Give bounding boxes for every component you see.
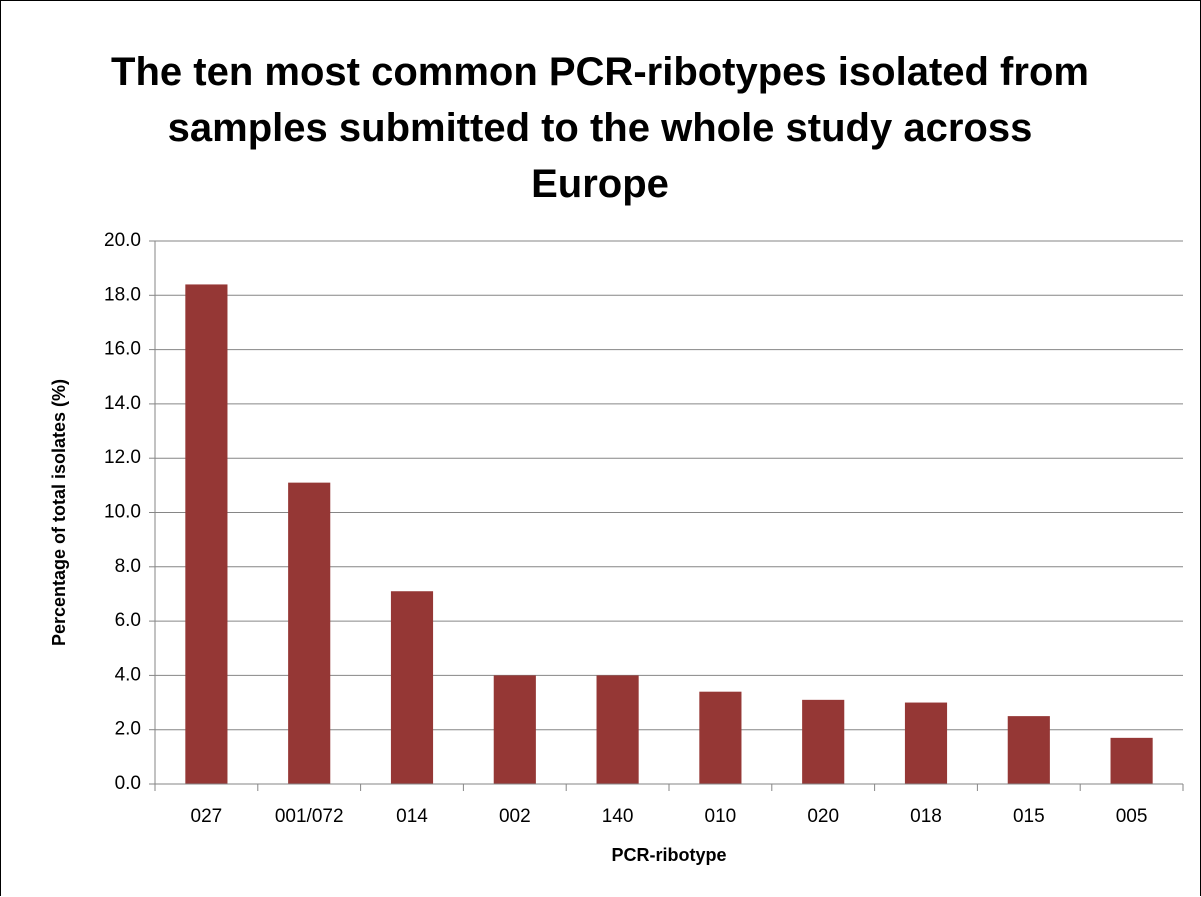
bar <box>493 675 536 784</box>
bar <box>185 284 228 784</box>
bar <box>802 699 845 784</box>
x-axis-label: PCR-ribotype <box>611 845 726 865</box>
x-tick-label: 140 <box>602 806 634 827</box>
y-tick-label: 4.0 <box>115 664 141 685</box>
y-tick-label: 20.0 <box>104 230 141 251</box>
x-tick-label: 014 <box>396 806 428 827</box>
bar <box>1007 716 1050 784</box>
y-tick-label: 0.0 <box>115 773 141 794</box>
x-tick-label: 020 <box>807 806 839 827</box>
x-tick-label: 001/072 <box>275 806 344 827</box>
y-tick-label: 18.0 <box>104 284 141 305</box>
x-tick-label: 002 <box>499 806 531 827</box>
chart-title: The ten most common PCR-ribotypes isolat… <box>111 50 1089 206</box>
x-tick-label: 010 <box>705 806 737 827</box>
x-tick-label: 015 <box>1013 806 1045 827</box>
bar <box>288 482 331 784</box>
bar <box>904 702 948 784</box>
y-tick-label: 12.0 <box>104 447 141 468</box>
y-tick-label: 16.0 <box>104 339 141 360</box>
bar <box>699 691 742 784</box>
bar <box>596 675 639 784</box>
x-tick-label: 005 <box>1116 806 1148 827</box>
x-tick-label: 027 <box>191 806 223 827</box>
y-tick-label: 14.0 <box>104 393 141 414</box>
y-tick-label: 2.0 <box>115 719 141 740</box>
bar <box>390 591 434 784</box>
y-axis-label: Percentage of total isolates (%) <box>49 379 69 646</box>
bar <box>1110 737 1153 784</box>
y-tick-label: 10.0 <box>104 502 141 523</box>
x-tick-label: 018 <box>910 806 942 827</box>
y-tick-label: 8.0 <box>115 556 141 577</box>
y-tick-label: 6.0 <box>115 610 141 631</box>
